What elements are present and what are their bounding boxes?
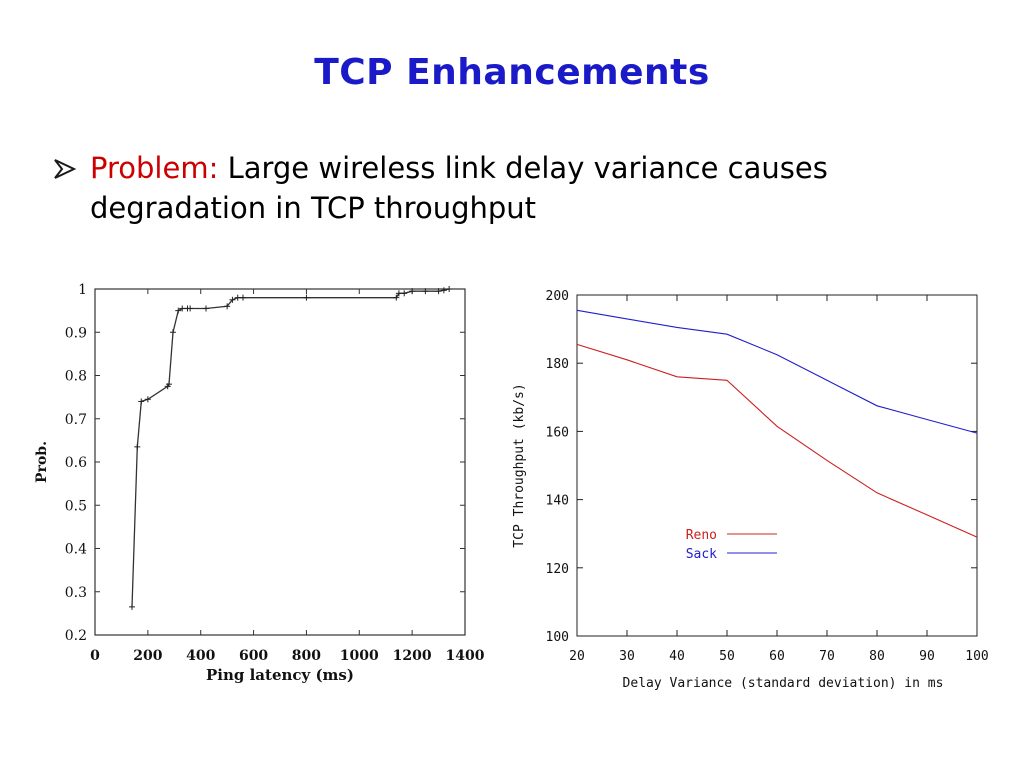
x-tick-label: 1000 bbox=[340, 648, 379, 664]
data-point bbox=[240, 294, 246, 301]
x-tick-label: 800 bbox=[292, 648, 321, 664]
y-tick-label: 160 bbox=[546, 425, 569, 440]
y-tick-label: 0.9 bbox=[65, 325, 87, 341]
data-point bbox=[175, 307, 182, 314]
y-tick-label: 0.5 bbox=[65, 498, 87, 514]
plot-frame bbox=[94, 288, 466, 636]
x-tick-label: 1200 bbox=[393, 648, 432, 664]
y-tick-label: 140 bbox=[546, 494, 569, 509]
arrow-bullet-icon bbox=[54, 159, 77, 179]
legend-label-sack: Sack bbox=[686, 547, 717, 562]
data-point bbox=[144, 396, 151, 403]
y-axis-label: Prob. bbox=[34, 441, 50, 483]
series-line bbox=[131, 288, 450, 607]
x-tick-label: 200 bbox=[133, 648, 162, 664]
data-point bbox=[134, 443, 141, 450]
y-tick-label: 0.7 bbox=[65, 412, 87, 428]
x-tick-label: 0 bbox=[90, 648, 100, 664]
y-tick-label: 0.2 bbox=[65, 628, 87, 644]
data-point bbox=[435, 288, 442, 295]
bullet-text: Problem: Large wireless link delay varia… bbox=[90, 148, 950, 228]
data-point bbox=[409, 288, 416, 295]
x-axis-label: Ping latency (ms) bbox=[206, 666, 354, 684]
problem-description: Large wireless link delay variance cause… bbox=[90, 151, 828, 225]
x-tick-label: 80 bbox=[869, 649, 885, 664]
y-axis-label: TCP Throughput (kb/s) bbox=[512, 383, 527, 547]
data-point bbox=[169, 329, 176, 336]
y-tick-label: 100 bbox=[546, 630, 569, 645]
data-point bbox=[203, 305, 209, 312]
legend-label-reno: Reno bbox=[686, 528, 717, 543]
series-line-reno bbox=[576, 343, 978, 538]
x-tick-label: 50 bbox=[719, 649, 735, 664]
x-tick-label: 400 bbox=[186, 648, 215, 664]
data-point bbox=[393, 294, 400, 301]
series-line-sack bbox=[576, 309, 978, 434]
data-point bbox=[179, 305, 186, 312]
data-point bbox=[187, 305, 194, 312]
x-tick-label: 30 bbox=[619, 649, 635, 664]
ping-latency-chart: 0.2 0.3 0.4 0.5 0.6 0.7 0.8 0.9 1 0 200 400 600 800 1… bbox=[34, 282, 485, 684]
x-tick-label: 20 bbox=[569, 649, 585, 664]
y-tick-label: 120 bbox=[546, 562, 569, 577]
x-tick-label: 100 bbox=[965, 649, 988, 664]
plot-frame bbox=[576, 294, 978, 637]
y-tick-label: 200 bbox=[546, 289, 569, 304]
data-point bbox=[129, 603, 135, 610]
data-point bbox=[446, 286, 453, 292]
throughput-chart: 100 120 140 160 180 200 20 30 40 50 60 70 80 90 100 R… bbox=[512, 289, 989, 691]
problem-label: Problem: bbox=[90, 151, 219, 185]
x-tick-label: 1400 bbox=[446, 648, 485, 664]
y-tick-label: 0.4 bbox=[65, 542, 87, 558]
data-point bbox=[303, 294, 310, 301]
data-point bbox=[229, 296, 236, 303]
data-point bbox=[395, 290, 402, 297]
y-tick-label: 1 bbox=[78, 282, 87, 298]
data-point bbox=[138, 398, 145, 405]
data-point bbox=[234, 294, 241, 301]
y-tick-label: 0.3 bbox=[65, 585, 87, 601]
data-point bbox=[224, 303, 231, 310]
x-axis-label: Delay Variance (standard deviation) in m… bbox=[623, 676, 944, 691]
x-tick-label: 90 bbox=[919, 649, 935, 664]
y-tick-label: 180 bbox=[546, 357, 569, 372]
x-tick-label: 40 bbox=[669, 649, 685, 664]
slide-title: TCP Enhancements bbox=[314, 52, 710, 93]
y-tick-label: 0.8 bbox=[65, 369, 87, 385]
x-tick-label: 60 bbox=[769, 649, 785, 664]
data-point bbox=[422, 288, 429, 295]
data-point bbox=[166, 381, 172, 388]
x-tick-label: 70 bbox=[819, 649, 835, 664]
data-point bbox=[401, 290, 408, 297]
data-point bbox=[440, 287, 447, 294]
x-tick-label: 600 bbox=[239, 648, 268, 664]
y-tick-label: 0.6 bbox=[65, 455, 87, 471]
